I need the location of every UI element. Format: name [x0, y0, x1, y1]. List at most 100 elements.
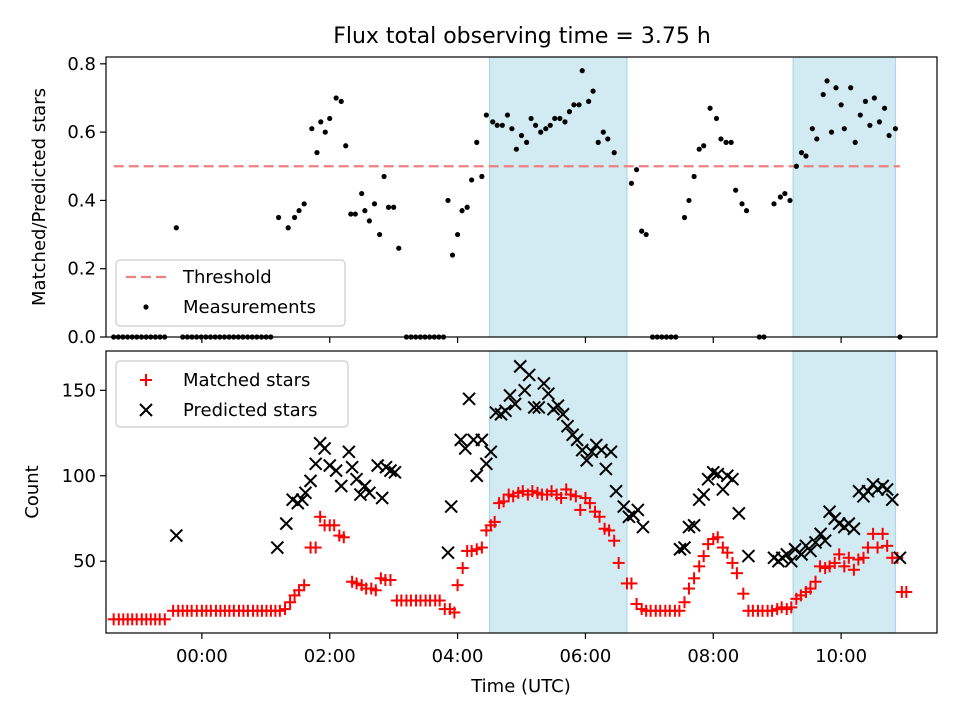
predicted-star-marker: [541, 387, 556, 401]
legend-threshold-label: Threshold: [182, 267, 272, 288]
measurement-point: [173, 225, 179, 231]
matched-star-marker: [852, 553, 865, 566]
predicted-star-marker: [295, 492, 309, 507]
measurement-point: [318, 119, 324, 125]
predicted-star-marker: [475, 433, 489, 447]
measurement-point: [586, 98, 592, 104]
predicted-star-marker: [622, 510, 636, 524]
matched-star-marker: [678, 596, 691, 609]
predicted-star-marker: [732, 506, 746, 521]
matched-star-marker: [673, 604, 686, 617]
matched-star-marker: [876, 527, 889, 540]
measurement-point: [862, 98, 869, 104]
measurement-point: [385, 204, 392, 210]
measurement-point: [876, 119, 883, 125]
matched-star-marker: [470, 543, 483, 556]
matched-star-marker: [900, 585, 913, 598]
measurement-point: [733, 187, 739, 193]
measurement-point: [809, 126, 815, 132]
predicted-star-marker: [441, 545, 455, 560]
measurement-point: [499, 122, 505, 128]
bottom-y-tick-label: 150: [62, 380, 96, 401]
predicted-star-marker: [784, 554, 798, 568]
measurement-point: [396, 245, 402, 251]
predicted-star-marker: [813, 527, 828, 541]
predicted-star-marker: [818, 534, 832, 548]
measurement-point: [314, 150, 320, 156]
legend-matched-swatch: [140, 374, 152, 386]
predicted-star-marker: [893, 551, 907, 565]
matched-star-marker: [693, 560, 706, 573]
measurement-point: [528, 115, 534, 122]
measurement-point: [605, 136, 611, 142]
measurement-point: [803, 153, 809, 159]
legend-predicted-label: Predicted stars: [183, 400, 317, 421]
measurement-point: [814, 136, 820, 142]
matched-star-marker: [842, 551, 855, 564]
matched-star-marker: [702, 538, 715, 551]
measurement-point: [696, 146, 702, 152]
predicted-star-marker: [560, 419, 575, 433]
measurement-point: [490, 119, 496, 125]
predicted-star-marker: [444, 499, 458, 514]
bottom-x-tick-label: 10:00: [815, 646, 867, 667]
predicted-star-marker: [470, 469, 484, 483]
matched-star-marker: [456, 562, 469, 575]
matched-star-marker: [574, 503, 587, 516]
predicted-star-marker: [803, 544, 818, 558]
measurement-point: [454, 231, 461, 238]
measurement-point: [322, 129, 328, 135]
measurement-point: [371, 201, 378, 207]
bottom-x-tick-label: 02:00: [304, 646, 356, 667]
matched-star-marker: [350, 577, 363, 590]
measurement-point: [459, 208, 465, 214]
predicted-star-marker: [517, 383, 532, 398]
measurement-point: [362, 208, 368, 214]
predicted-star-marker: [822, 504, 837, 519]
measurement-point: [566, 109, 573, 115]
measurement-point: [833, 85, 839, 91]
measurement-point: [828, 129, 835, 135]
predicted-star-marker: [780, 547, 794, 562]
predicted-star-marker: [383, 463, 398, 478]
matched-star-marker: [526, 485, 539, 498]
predicted-star-marker: [880, 482, 894, 497]
measurement-point: [381, 173, 387, 180]
matched-star-marker: [891, 551, 904, 564]
measurement-point: [691, 173, 697, 180]
bottom-y-tick-label: 100: [62, 466, 96, 487]
predicted-star-marker: [631, 503, 645, 517]
predicted-star-marker: [579, 453, 594, 468]
measurement-point: [728, 139, 734, 145]
measurement-point: [504, 112, 511, 118]
measurement-point: [886, 132, 892, 139]
measurement-point: [848, 85, 854, 91]
measurement-point: [824, 78, 830, 84]
matched-star-marker: [625, 577, 638, 590]
top-y-tick-label: 0.6: [67, 122, 96, 143]
measurement-point: [469, 177, 475, 183]
measurement-point: [881, 105, 888, 111]
x-axis-label: Time (UTC): [470, 676, 571, 697]
matched-star-marker: [298, 579, 311, 592]
measurement-point: [518, 132, 525, 139]
predicted-star-marker: [508, 397, 522, 411]
predicted-star-marker: [673, 542, 687, 556]
measurement-point: [681, 214, 688, 221]
measurement-point: [871, 95, 877, 101]
matched-star-marker: [608, 534, 621, 547]
measurement-point: [743, 208, 750, 214]
predicted-star-marker: [298, 486, 313, 500]
predicted-star-marker: [329, 463, 343, 478]
matched-star-marker: [337, 531, 350, 544]
bottom-axes-frame: [105, 350, 938, 634]
matched-star-marker: [384, 574, 397, 587]
predicted-star-marker: [696, 487, 711, 502]
matched-star-marker: [804, 582, 817, 595]
predicted-star-marker: [462, 392, 476, 406]
top-y-axis-label: Matched/Predicted stars: [29, 88, 50, 306]
measurement-point: [359, 190, 365, 197]
measurement-point: [628, 180, 635, 186]
predicted-star-marker: [636, 520, 650, 534]
predicted-star-marker: [522, 368, 536, 382]
